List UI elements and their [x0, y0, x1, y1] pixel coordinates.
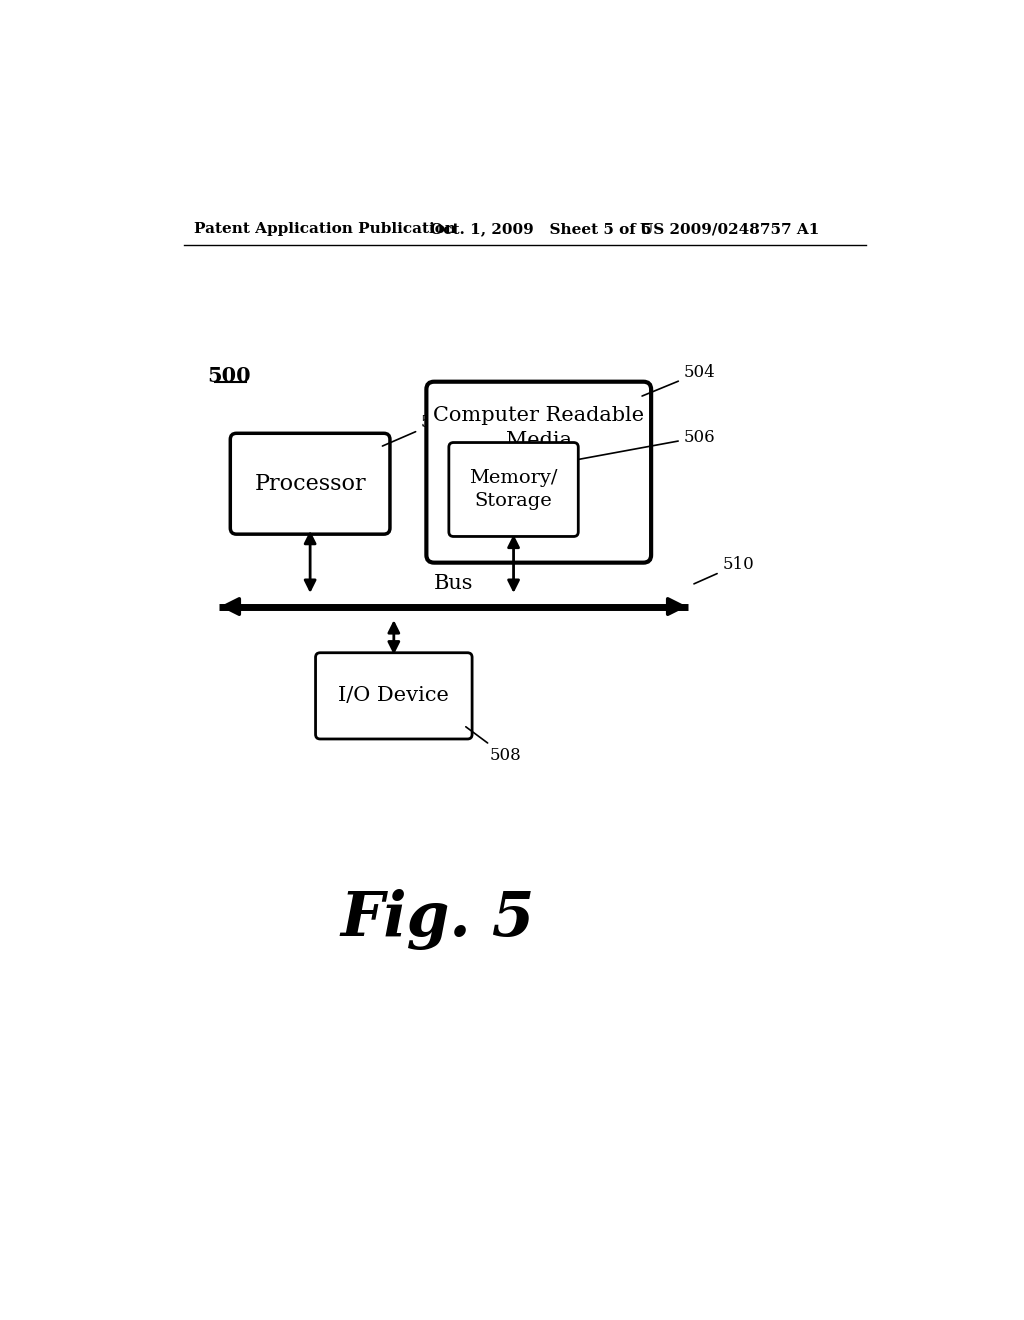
Text: Memory/
Storage: Memory/ Storage — [469, 469, 558, 511]
Text: 510: 510 — [694, 556, 754, 583]
Text: 500: 500 — [207, 366, 251, 385]
Text: Bus: Bus — [434, 574, 473, 593]
Text: I/O Device: I/O Device — [338, 686, 450, 705]
Text: Fig. 5: Fig. 5 — [341, 888, 536, 949]
FancyBboxPatch shape — [230, 433, 390, 535]
Text: Computer Readable
Media: Computer Readable Media — [433, 407, 644, 450]
Text: 504: 504 — [642, 364, 716, 396]
Text: 508: 508 — [466, 727, 521, 764]
Text: Processor: Processor — [254, 473, 366, 495]
Text: 502: 502 — [382, 414, 453, 446]
FancyBboxPatch shape — [315, 653, 472, 739]
Text: 506: 506 — [572, 429, 716, 461]
Text: Oct. 1, 2009   Sheet 5 of 5: Oct. 1, 2009 Sheet 5 of 5 — [430, 222, 652, 236]
Text: US 2009/0248757 A1: US 2009/0248757 A1 — [640, 222, 819, 236]
Text: Patent Application Publication: Patent Application Publication — [194, 222, 456, 236]
FancyBboxPatch shape — [426, 381, 651, 562]
FancyBboxPatch shape — [449, 442, 579, 536]
